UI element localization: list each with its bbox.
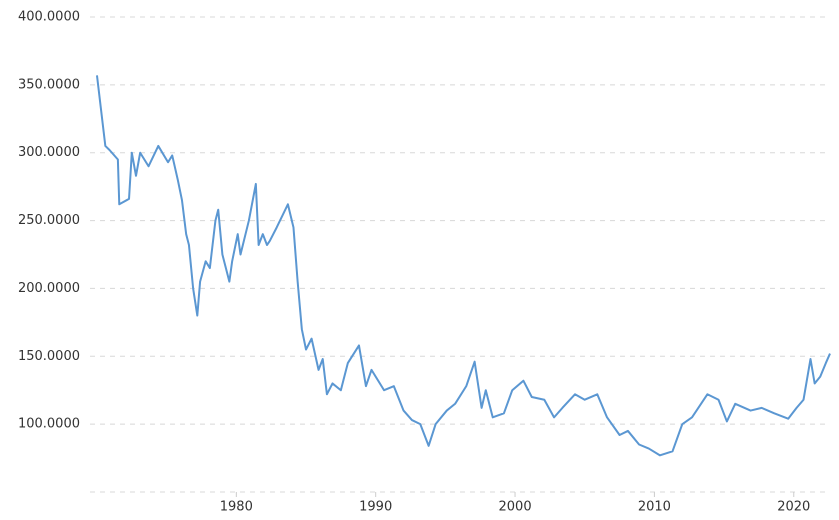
x-tick-label: 2010 xyxy=(638,500,671,515)
y-tick-label: 250.0000 xyxy=(18,213,80,228)
y-tick-label: 200.0000 xyxy=(18,281,80,296)
y-tick-label: 150.0000 xyxy=(18,349,80,364)
y-tick-label: 400.0000 xyxy=(18,10,80,25)
x-tick-label: 2020 xyxy=(777,500,810,515)
y-tick-label: 300.0000 xyxy=(18,145,80,160)
x-tick-label: 2000 xyxy=(499,500,532,515)
x-tick-label: 1990 xyxy=(359,500,392,515)
y-tick-label: 350.0000 xyxy=(18,77,80,92)
y-tick-label: 100.0000 xyxy=(18,417,80,432)
x-tick-label: 1980 xyxy=(220,500,253,515)
price-line xyxy=(95,75,831,457)
